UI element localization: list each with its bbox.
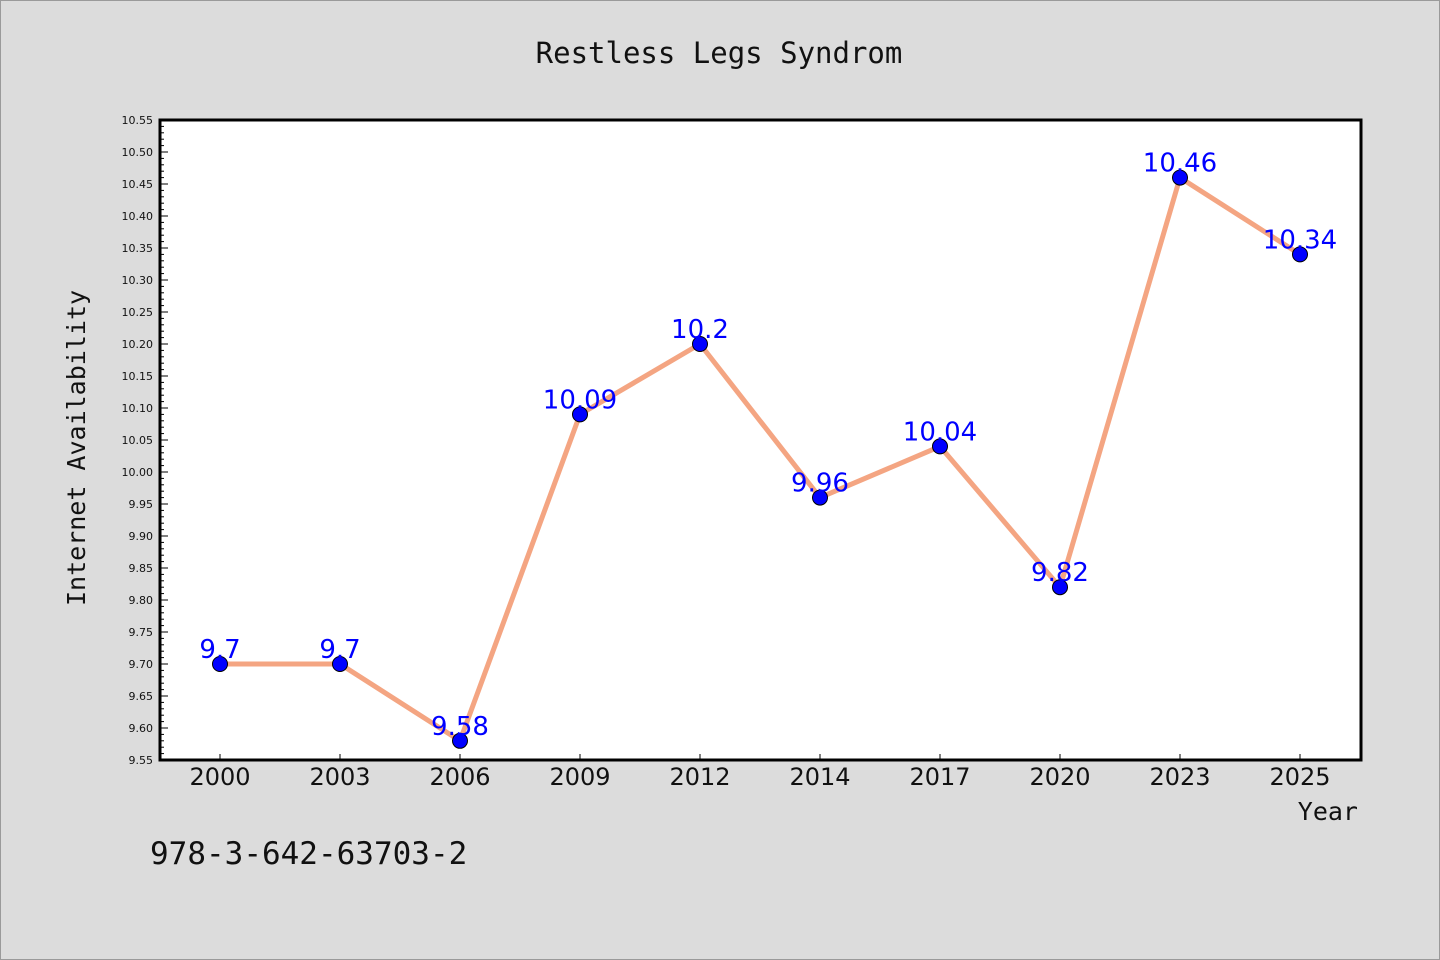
data-point <box>1292 246 1308 263</box>
chart-title: Restless Legs Syndrom <box>536 36 903 70</box>
x-tick-label: 2012 <box>669 763 730 791</box>
x-tick-label: 2003 <box>309 763 370 791</box>
x-axis-title: Year <box>1298 797 1358 826</box>
y-tick-label: 9.65 <box>129 690 154 703</box>
data-point <box>932 438 948 455</box>
series-line <box>220 175 1302 744</box>
y-tick-label: 9.60 <box>129 722 154 735</box>
y-tick-label: 10.30 <box>122 274 154 287</box>
y-tick-label: 9.90 <box>129 530 154 543</box>
data-label: 10.2 <box>671 315 729 345</box>
data-point <box>1052 579 1068 596</box>
y-axis: 9.55 9.60 9.65 9.70 9.75 9.80 9.85 9.90 9.95 10.0… <box>122 114 168 767</box>
x-tick-label: 2000 <box>189 763 250 791</box>
x-tick-label: 2025 <box>1269 763 1330 791</box>
data-label: 10.09 <box>543 385 617 415</box>
data-label: 9.7 <box>199 635 240 665</box>
y-tick-label: 9.95 <box>129 498 154 511</box>
y-tick-label: 10.45 <box>122 178 154 191</box>
data-point <box>332 656 348 672</box>
x-tick-label: 2006 <box>429 763 490 791</box>
caption: 978-3-642-63703-2 <box>150 836 467 872</box>
y-tick-label: 10.00 <box>122 466 154 479</box>
data-point <box>452 732 468 749</box>
x-tick-label: 2020 <box>1029 763 1090 791</box>
y-tick-label: 9.70 <box>129 658 154 671</box>
y-tick-label: 10.40 <box>122 210 154 223</box>
data-label: 10.04 <box>903 417 977 447</box>
data-point <box>212 656 228 672</box>
data-point <box>572 406 588 423</box>
x-tick-label: 2023 <box>1149 763 1210 791</box>
y-tick-label: 10.50 <box>122 146 154 159</box>
data-label: 9.7 <box>319 635 360 665</box>
y-tick-label: 9.55 <box>129 754 154 767</box>
y-tick-label: 10.25 <box>122 306 154 319</box>
data-labels: 9.7 9.7 9.58 10.09 10.2 9.96 10.04 9.82 10.46 10.… <box>199 149 1337 742</box>
y-axis-title: Internet Availability <box>62 290 91 606</box>
y-tick-label: 10.15 <box>122 370 154 383</box>
x-axis: 2000 2003 2006 2009 2012 2014 2017 2020 2023 2025 <box>189 754 1331 791</box>
y-tick-label: 10.10 <box>122 402 154 415</box>
data-point <box>812 489 828 506</box>
y-tick-label: 9.80 <box>129 594 154 607</box>
x-tick-label: 2014 <box>789 763 850 791</box>
data-label: 9.58 <box>431 712 489 742</box>
y-tick-label: 10.35 <box>122 242 154 255</box>
x-tick-label: 2017 <box>909 763 970 791</box>
y-tick-label: 9.75 <box>129 626 154 639</box>
y-tick-label: 10.55 <box>122 114 154 127</box>
y-tick-label: 10.20 <box>122 338 154 351</box>
data-label: 10.34 <box>1263 225 1337 255</box>
data-label: 10.46 <box>1143 149 1217 179</box>
y-tick-label: 9.85 <box>129 562 154 575</box>
data-label: 9.96 <box>791 469 849 499</box>
data-point <box>692 336 708 352</box>
series-markers <box>212 169 1308 749</box>
plot-area <box>158 118 1363 762</box>
y-tick-label: 10.05 <box>122 434 154 447</box>
data-label: 9.82 <box>1031 558 1089 588</box>
x-tick-label: 2009 <box>549 763 610 791</box>
data-point <box>1172 169 1188 186</box>
